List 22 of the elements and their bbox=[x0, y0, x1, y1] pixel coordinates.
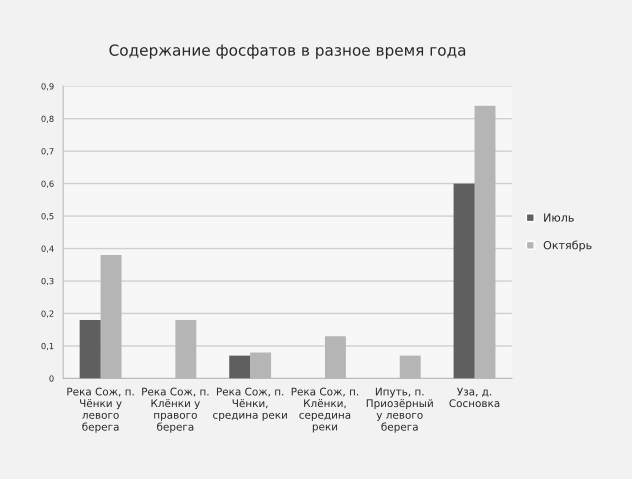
bar bbox=[454, 184, 475, 378]
y-tick-label: 0,1 bbox=[41, 342, 54, 350]
y-tick-label: 0,7 bbox=[41, 148, 54, 156]
y-tick-label: 0,6 bbox=[41, 180, 54, 188]
legend-label: Октябрь bbox=[544, 240, 592, 252]
legend-label: Июль bbox=[544, 213, 574, 222]
x-tick-label: Река Сож, п. Клёнки, середина реки bbox=[292, 388, 358, 433]
x-tick-label: Река Сож, п. Чёнки, средина реки bbox=[213, 388, 287, 421]
bar bbox=[229, 356, 250, 378]
x-tick-label: Уза, д. Сосновка bbox=[449, 388, 500, 408]
y-tick-label: 0,8 bbox=[41, 116, 54, 123]
y-tick-label: 0,2 bbox=[41, 310, 54, 318]
x-tick-label: Ипуть, п. Приозёрный у левого берега bbox=[366, 388, 433, 433]
y-tick-label: 0 bbox=[49, 375, 54, 382]
x-tick-label: Река Сож, п. Клёнки у правого берега bbox=[142, 388, 208, 433]
y-tick-label: 0,5 bbox=[41, 213, 54, 220]
bar bbox=[80, 320, 101, 378]
y-tick-label: 0,3 bbox=[41, 278, 54, 286]
x-tick-label: Река Сож, п. Чёнки у левого берега bbox=[67, 388, 134, 433]
y-tick-label: 0,4 bbox=[41, 246, 54, 253]
chart-title: Содержание фосфатов в разное время года bbox=[109, 44, 466, 59]
y-tick-label: 0,9 bbox=[41, 83, 54, 90]
